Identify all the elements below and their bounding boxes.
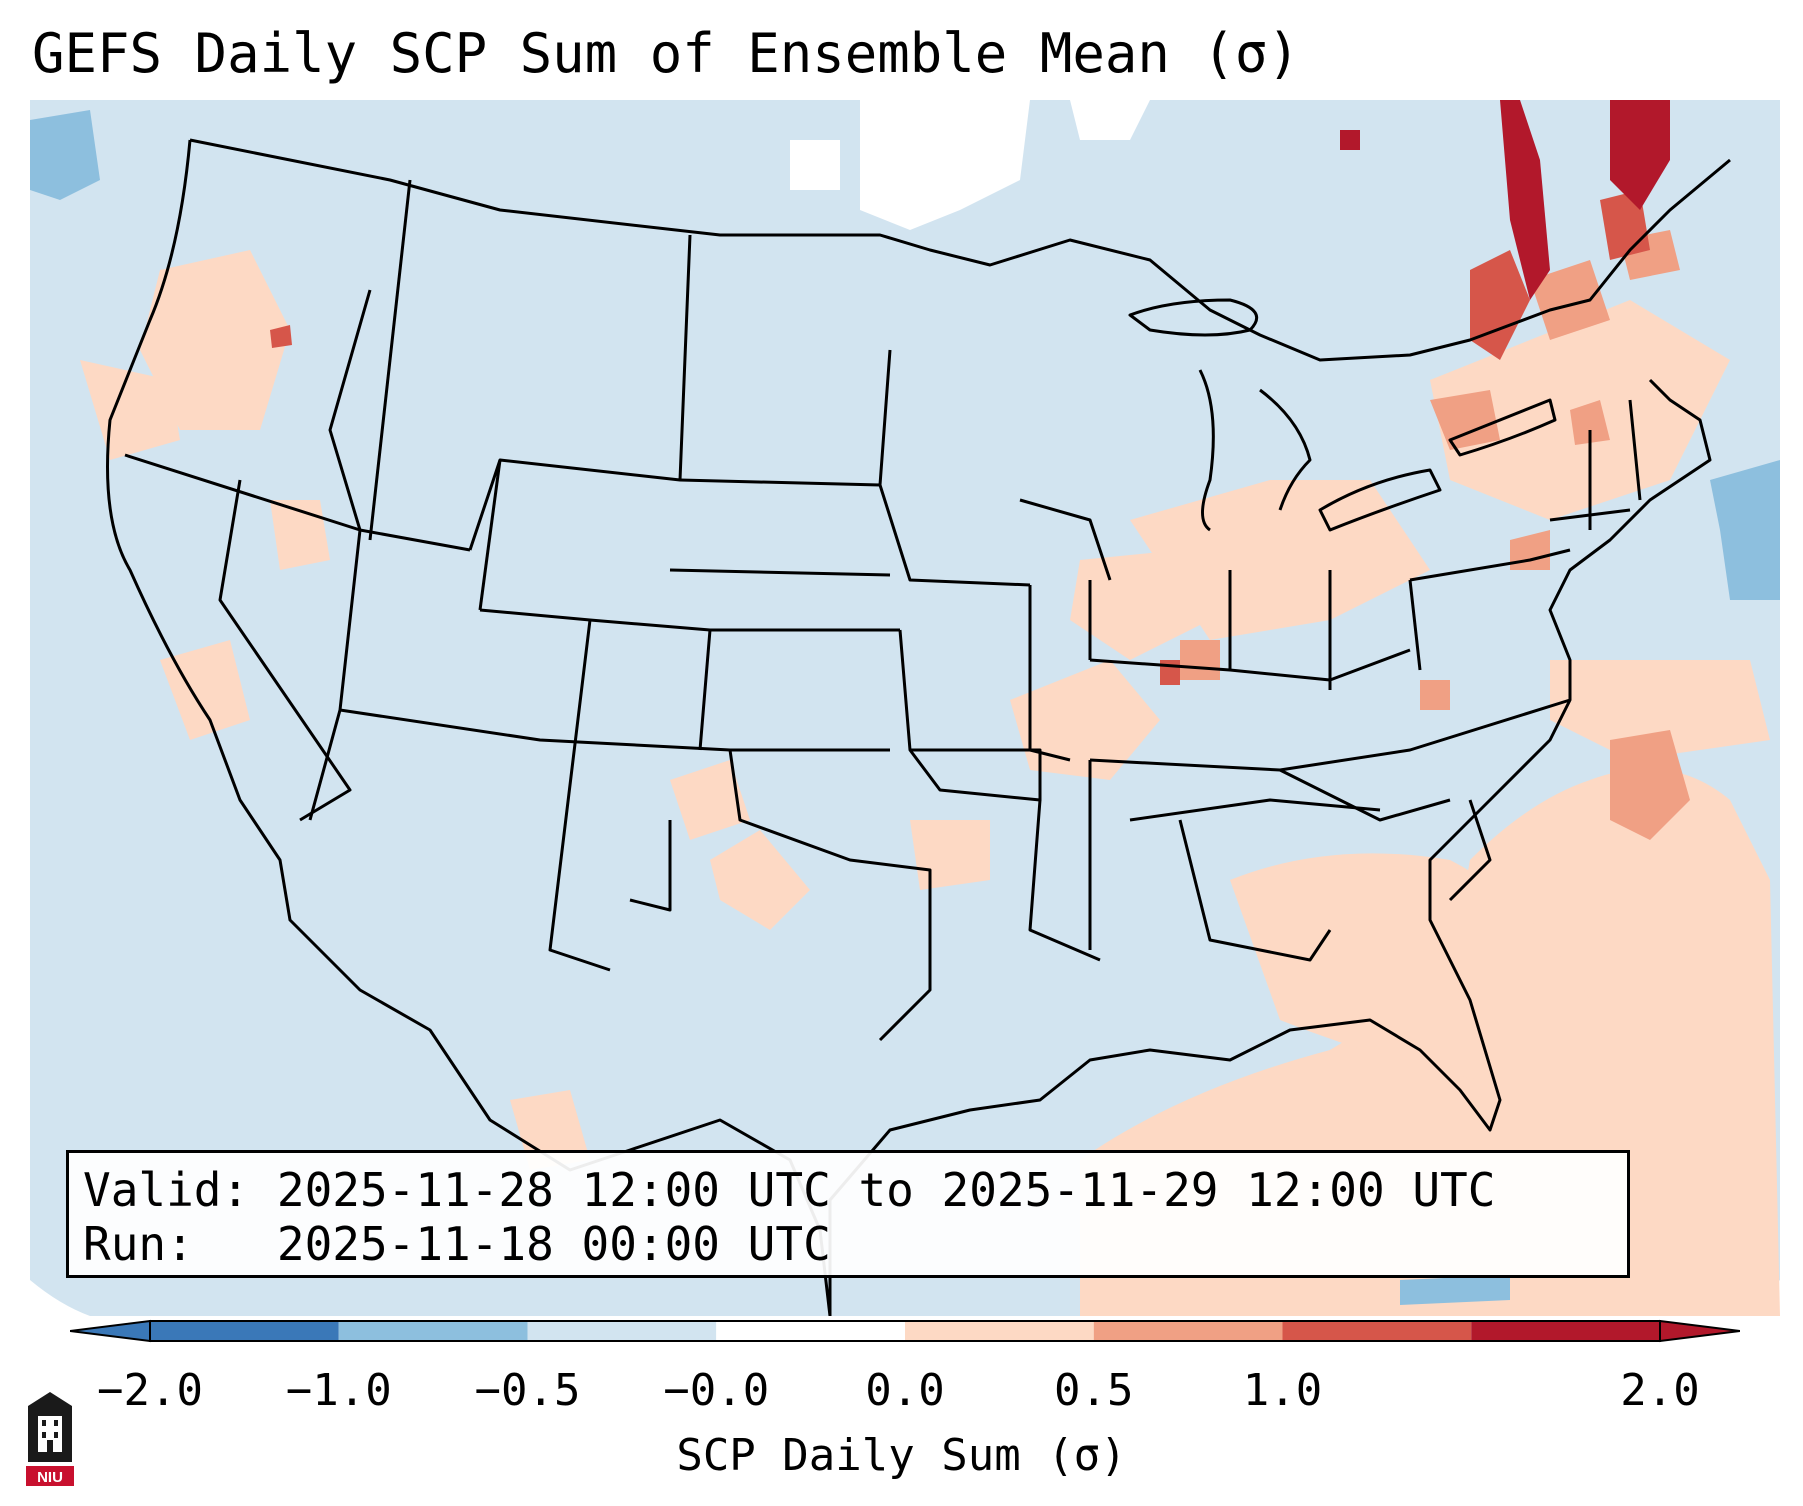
colorbar-tick-label: 2.0 [1620,1365,1700,1416]
colorbar-border [149,1320,1661,1342]
valid-label: Valid: [83,1163,250,1217]
map-title: GEFS Daily SCP Sum of Ensemble Mean (σ) [32,22,1300,85]
run-line: Run: 2025-11-18 00:00 UTC [83,1217,1613,1271]
map-svg [30,100,1780,1316]
niu-logo-icon: NIU [26,1392,74,1486]
colorbar-tick-label: −1.0 [285,1365,392,1416]
colorbar-segment [338,1321,528,1341]
logo-text: NIU [37,1469,63,1486]
valid-line: Valid: 2025-11-28 12:00 UTC to 2025-11-2… [83,1163,1613,1217]
colorbar [70,1319,1740,1343]
colorbar-segment [1093,1321,1283,1341]
colorbar-segment [527,1321,717,1341]
colorbar-segment [905,1321,1094,1341]
valid-run-box: Valid: 2025-11-28 12:00 UTC to 2025-11-2… [66,1150,1630,1278]
projection-edge [30,1280,90,1316]
colorbar-segment [1471,1321,1660,1341]
anomaly-mid-positive [1180,230,1690,840]
colorbar-tick-label: −0.5 [474,1365,581,1416]
colorbar-tick-label: −0.0 [663,1365,770,1416]
valid-text: 2025-11-28 12:00 UTC to 2025-11-29 12:00… [276,1163,1496,1217]
colorbar-segment [716,1321,905,1341]
map-borders [106,138,1731,1316]
colorbar-extend-high [1659,1319,1740,1343]
colorbar-extend-low [70,1319,151,1343]
map-panel [30,100,1780,1316]
anomaly-negative [30,110,1780,1305]
colorbar-segment [150,1321,339,1341]
colorbar-segment [1282,1321,1472,1341]
run-text: 2025-11-18 00:00 UTC [276,1217,831,1271]
colorbar-tick-label: 1.0 [1242,1365,1323,1416]
colorbar-tick-label: −2.0 [97,1365,203,1416]
anomaly-zero-patches [790,100,1150,230]
run-label: Run: [83,1217,194,1271]
anomaly-max-positive [1340,100,1670,300]
colorbar-tick-label: 0.5 [1054,1365,1134,1416]
colorbar-tick-label: 0.0 [865,1365,945,1416]
colorbar-label: SCP Daily Sum (σ) [676,1430,1127,1481]
